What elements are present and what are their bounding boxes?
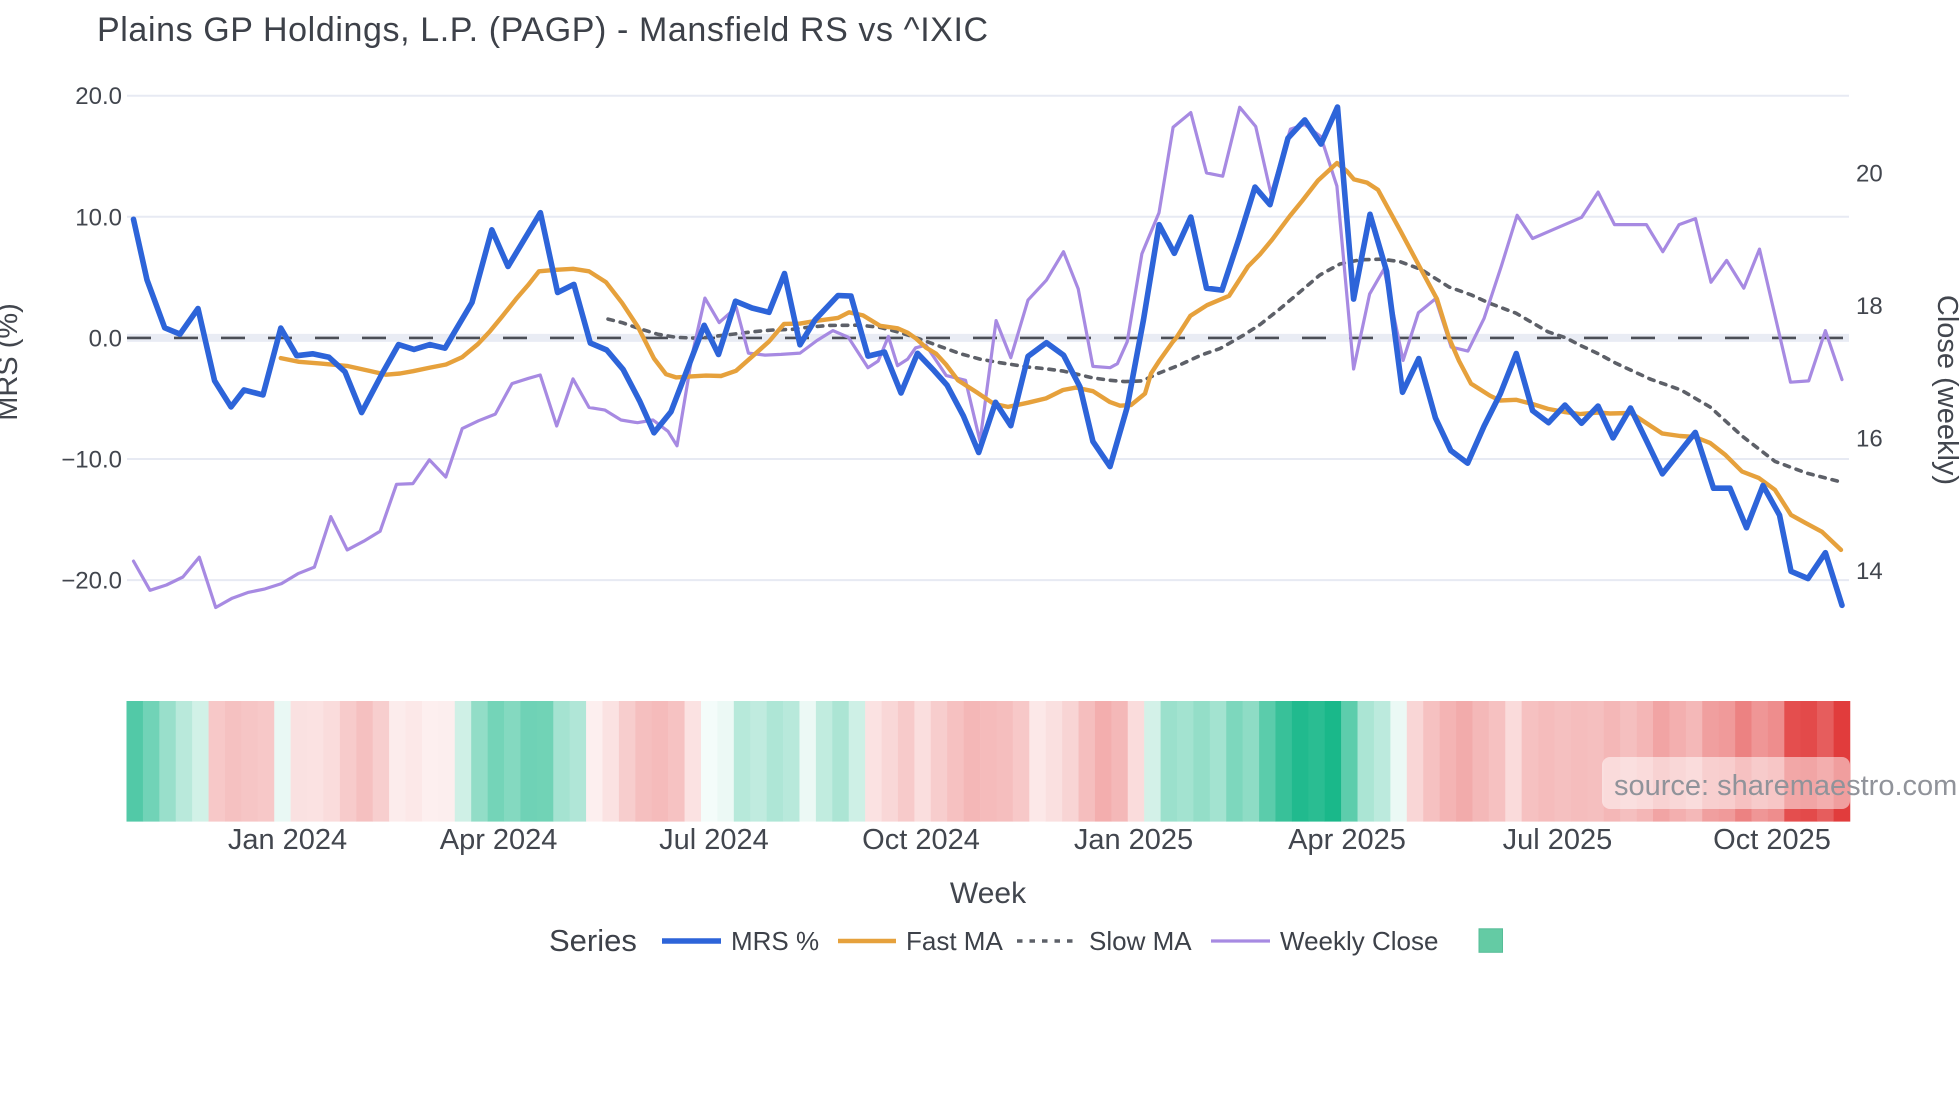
svg-text:18: 18 — [1856, 293, 1883, 320]
svg-text:source: sharemaestro.com: source: sharemaestro.com — [1614, 770, 1957, 802]
svg-text:0.0: 0.0 — [89, 325, 122, 352]
svg-text:Oct 2024: Oct 2024 — [862, 824, 980, 856]
svg-text:Oct 2025: Oct 2025 — [1713, 824, 1831, 856]
svg-text:MRS %: MRS % — [731, 926, 819, 956]
svg-text:Series: Series — [549, 923, 637, 958]
svg-text:16: 16 — [1856, 425, 1883, 452]
svg-text:Jul 2025: Jul 2025 — [1503, 824, 1613, 856]
svg-text:MRS (%): MRS (%) — [0, 303, 24, 421]
svg-text:Jul 2024: Jul 2024 — [659, 824, 769, 856]
svg-text:Weekly Close: Weekly Close — [1280, 926, 1438, 956]
svg-text:Slow MA: Slow MA — [1089, 926, 1192, 956]
svg-text:−20.0: −20.0 — [61, 568, 122, 595]
svg-text:Jan 2025: Jan 2025 — [1074, 824, 1193, 856]
svg-text:Week: Week — [950, 877, 1027, 910]
svg-text:Jan 2024: Jan 2024 — [228, 824, 347, 856]
svg-text:14: 14 — [1856, 558, 1883, 585]
svg-text:20.0: 20.0 — [75, 83, 122, 110]
svg-text:Apr 2024: Apr 2024 — [440, 824, 558, 856]
svg-text:−10.0: −10.0 — [61, 447, 122, 474]
svg-text:Apr 2025: Apr 2025 — [1288, 824, 1406, 856]
svg-text:20: 20 — [1856, 160, 1883, 187]
svg-text:Plains GP Holdings, L.P. (PAGP: Plains GP Holdings, L.P. (PAGP) - Mansfi… — [97, 11, 989, 49]
svg-text:Fast MA: Fast MA — [906, 926, 1003, 956]
svg-text:Close (weekly): Close (weekly) — [1931, 295, 1960, 485]
svg-text:10.0: 10.0 — [75, 204, 122, 231]
